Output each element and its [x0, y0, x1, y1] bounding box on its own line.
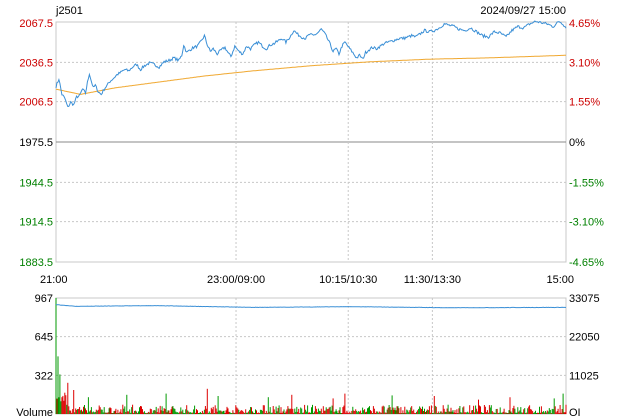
- percent-axis-tick-label: -3.10%: [569, 217, 604, 229]
- volume-axis-tick-label: Volume: [16, 407, 53, 419]
- price-axis-tick-label: 1944.5: [19, 177, 53, 189]
- oi-axis-tick-label: OI: [569, 407, 581, 419]
- percent-axis-tick-label: 1.55%: [569, 97, 600, 109]
- average-price-line: [55, 54, 566, 95]
- symbol-label: j2501: [55, 5, 83, 17]
- open-interest-line: [55, 304, 567, 309]
- chart-series: [55, 20, 567, 414]
- percent-axis-tick-label: -1.55%: [569, 177, 604, 189]
- price-axis-tick-label: 1914.5: [19, 217, 53, 229]
- volume-axis-tick-label: 967: [35, 293, 53, 305]
- volume-axis-tick-label: 322: [35, 370, 53, 382]
- volume-axis-tick-label: 645: [35, 332, 53, 344]
- oi-axis-tick-label: 33075: [569, 293, 600, 305]
- oi-axis-tick-label: 11025: [569, 370, 599, 382]
- time-axis-tick-label: 11:30/13:30: [404, 274, 461, 286]
- percent-axis-tick-label: 0%: [569, 137, 585, 149]
- time-axis-tick-label: 15:00: [546, 274, 574, 286]
- price-axis-tick-label: 1883.5: [19, 257, 53, 269]
- oi-axis-tick-label: 22050: [569, 332, 600, 344]
- time-axis-tick-label: 10:15/10:30: [319, 274, 377, 286]
- price-line: [55, 20, 567, 108]
- price-axis-tick-label: 2067.5: [19, 18, 53, 30]
- chart-labels: j2501 2024/09/27 15:00 2067.5 4.65% 2036.5…: [16, 5, 604, 419]
- price-axis-tick-label: 2036.5: [19, 57, 53, 69]
- percent-axis-tick-label: 4.65%: [569, 18, 600, 30]
- percent-axis-tick-label: 3.10%: [569, 57, 600, 69]
- time-axis-tick-label: 23:00/09:00: [207, 274, 265, 286]
- chart-grid: [55, 21, 567, 415]
- volume-panel-frame: [55, 297, 567, 415]
- price-axis-tick-label: 2006.5: [19, 97, 53, 109]
- price-axis-tick-label: 1975.5: [19, 137, 53, 149]
- percent-axis-tick-label: -4.65%: [569, 257, 604, 269]
- datetime-label: 2024/09/27 15:00: [480, 5, 566, 17]
- time-axis-tick-label: 21:00: [40, 274, 68, 286]
